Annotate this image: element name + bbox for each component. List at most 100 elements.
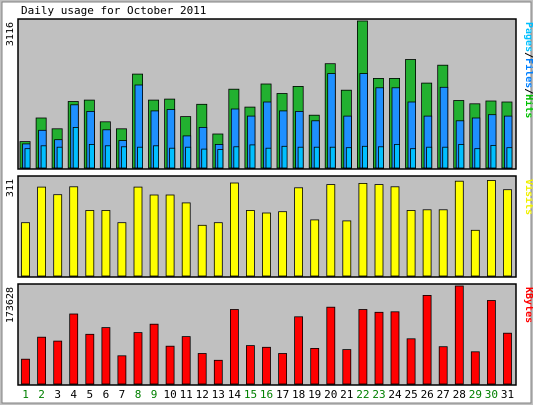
x-tick-label-13: 13 xyxy=(212,388,225,401)
bar-kbytes-day-30 xyxy=(486,300,496,385)
panel-kbytes: 173628 KBytes xyxy=(5,283,533,386)
x-tick-label-12: 12 xyxy=(196,388,209,401)
x-tick-label-16: 16 xyxy=(260,388,273,401)
bar-kbytes-day-2 xyxy=(37,336,46,385)
bar-kbytes-day-28 xyxy=(454,285,464,385)
bar-pages-day-8 xyxy=(137,146,143,169)
legend-separator: / xyxy=(523,52,533,58)
bar-visits-day-16 xyxy=(262,212,271,277)
bar-visits-day-27 xyxy=(438,209,448,277)
x-tick-label-26: 26 xyxy=(421,388,434,401)
bar-pages-day-3 xyxy=(56,146,63,169)
bar-pages-day-11 xyxy=(185,146,192,169)
bar-visits-day-28 xyxy=(454,180,464,277)
x-tick-label-17: 17 xyxy=(276,388,289,401)
bar-kbytes-day-21 xyxy=(342,349,352,385)
bar-kbytes-day-25 xyxy=(406,338,416,385)
bar-pages-day-13 xyxy=(217,149,224,169)
x-tick-label-4: 4 xyxy=(70,388,77,401)
bar-visits-day-4 xyxy=(69,186,79,277)
bar-pages-day-20 xyxy=(329,146,336,169)
bar-kbytes-day-6 xyxy=(101,327,111,385)
scale-label: 3116 xyxy=(5,22,16,46)
chart-title: Daily usage for October 2011 xyxy=(21,4,206,17)
bar-visits-day-31 xyxy=(503,189,512,277)
bar-visits-day-25 xyxy=(406,210,416,277)
bar-visits-day-20 xyxy=(326,184,336,277)
x-tick-label-20: 20 xyxy=(324,388,337,401)
x-tick-label-7: 7 xyxy=(119,388,126,401)
bar-kbytes-day-1 xyxy=(21,358,30,385)
x-tick-label-10: 10 xyxy=(163,388,176,401)
bar-visits-day-3 xyxy=(53,194,63,277)
x-tick-label-6: 6 xyxy=(103,388,110,401)
panel-hits-files-pages: 3116 Pages/Files/Hits xyxy=(5,18,533,170)
bar-pages-day-16 xyxy=(265,147,272,169)
bar-kbytes-day-18 xyxy=(294,316,304,385)
bar-kbytes-day-9 xyxy=(149,323,159,385)
bar-kbytes-day-3 xyxy=(53,340,63,385)
bar-kbytes-day-15 xyxy=(245,345,255,385)
bar-pages-day-10 xyxy=(169,147,176,169)
bar-pages-day-26 xyxy=(426,146,433,169)
bar-visits-day-29 xyxy=(470,229,480,277)
bar-visits-day-10 xyxy=(165,194,175,277)
bar-pages-day-12 xyxy=(201,148,208,169)
bar-pages-day-4 xyxy=(72,127,79,169)
bar-kbytes-day-10 xyxy=(165,345,175,385)
x-tick-label-2: 2 xyxy=(38,388,45,401)
x-tick-label-19: 19 xyxy=(308,388,321,401)
bar-pages-day-27 xyxy=(442,146,449,169)
x-tick-label-8: 8 xyxy=(135,388,142,401)
bar-kbytes-day-24 xyxy=(390,311,400,385)
bar-kbytes-day-19 xyxy=(310,347,320,385)
bar-visits-day-7 xyxy=(117,222,127,277)
bar-kbytes-day-23 xyxy=(374,311,384,385)
x-tick-label-5: 5 xyxy=(86,388,93,401)
bar-visits-day-6 xyxy=(101,210,111,277)
bar-pages-day-31 xyxy=(506,147,513,169)
bar-kbytes-day-29 xyxy=(470,351,480,385)
bar-visits-day-14 xyxy=(229,182,239,277)
bar-pages-day-23 xyxy=(377,146,384,169)
legend-hits: Hits xyxy=(523,94,533,118)
bar-visits-day-26 xyxy=(422,209,432,277)
bar-pages-day-22 xyxy=(361,145,368,169)
bar-pages-day-2 xyxy=(40,145,47,169)
x-tick-label-29: 29 xyxy=(469,388,482,401)
x-tick-label-1: 1 xyxy=(22,388,29,401)
x-tick-label-23: 23 xyxy=(372,388,385,401)
bar-kbytes-day-31 xyxy=(503,332,512,385)
series-legend-label: Pages/Files/Hits xyxy=(523,22,533,118)
bar-kbytes-day-20 xyxy=(326,306,336,385)
bar-pages-day-29 xyxy=(474,148,481,169)
bar-kbytes-day-5 xyxy=(85,333,95,385)
bar-visits-day-23 xyxy=(374,184,384,277)
bar-kbytes-day-22 xyxy=(358,309,368,385)
bar-kbytes-day-4 xyxy=(69,313,79,385)
x-tick-label-22: 22 xyxy=(356,388,369,401)
legend-visits: Visits xyxy=(523,179,533,215)
x-tick-label-28: 28 xyxy=(453,388,466,401)
scale-label: 311 xyxy=(5,179,16,197)
bar-visits-day-8 xyxy=(133,186,143,277)
bar-kbytes-day-14 xyxy=(229,309,239,385)
bar-pages-day-28 xyxy=(458,143,465,169)
x-tick-label-14: 14 xyxy=(228,388,242,401)
bar-kbytes-day-16 xyxy=(262,346,271,385)
bar-visits-day-9 xyxy=(149,194,159,277)
x-tick-label-11: 11 xyxy=(180,388,193,401)
x-tick-label-9: 9 xyxy=(151,388,158,401)
bar-visits-day-22 xyxy=(358,182,368,277)
x-tick-label-15: 15 xyxy=(244,388,257,401)
x-tick-label-25: 25 xyxy=(404,388,417,401)
bar-visits-day-30 xyxy=(486,180,496,277)
x-tick-label-21: 21 xyxy=(340,388,353,401)
bar-pages-day-19 xyxy=(313,146,320,169)
x-tick-label-27: 27 xyxy=(437,388,450,401)
series-legend-label: KBytes xyxy=(523,287,533,323)
bar-visits-day-15 xyxy=(245,210,255,277)
bar-pages-day-6 xyxy=(104,145,111,169)
